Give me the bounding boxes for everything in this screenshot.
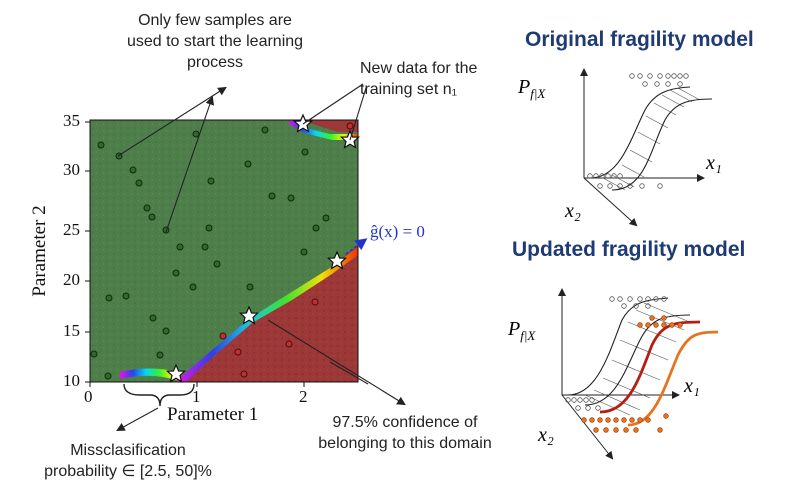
updated-model-title: Updated fragility model bbox=[512, 238, 746, 261]
updated-y-label: Pf|X bbox=[508, 318, 535, 344]
note-line: training set n₁ bbox=[360, 81, 458, 98]
y-label-sub: f|X bbox=[520, 328, 536, 343]
sample-point bbox=[268, 192, 276, 200]
annotation-arrows bbox=[116, 83, 406, 432]
sample-point bbox=[172, 269, 180, 277]
sample-point bbox=[240, 370, 248, 378]
few-samples-note: Only few samples are used to start the l… bbox=[100, 10, 330, 73]
original-y-label: Pf|X bbox=[518, 76, 545, 102]
updated-curve-red bbox=[599, 320, 701, 414]
sample-point bbox=[162, 226, 170, 234]
sample-point bbox=[148, 213, 156, 221]
sample-point bbox=[261, 126, 269, 134]
star-marker bbox=[326, 250, 348, 270]
sample-point bbox=[129, 166, 137, 174]
sample-point bbox=[122, 292, 130, 300]
updated-x2-label: x₂ bbox=[538, 424, 554, 446]
sample-point bbox=[207, 177, 215, 185]
original-fragility-diagram bbox=[580, 68, 713, 227]
sample-point bbox=[162, 327, 170, 335]
classification-plot bbox=[89, 119, 359, 383]
misclassification-note: Missclasification probability ∈ [2.5, 50… bbox=[18, 440, 238, 482]
y-tick-label: 25 bbox=[63, 220, 80, 239]
sample-point bbox=[234, 348, 242, 356]
sample-point bbox=[219, 332, 227, 340]
x-axis-label: Parameter 1 bbox=[167, 404, 259, 425]
boundary-label: ĝ(x) = 0 bbox=[370, 222, 425, 241]
y-tick-label: 35 bbox=[63, 111, 80, 130]
x-tick-label: 0 bbox=[84, 387, 93, 406]
original-x2-label: x₂ bbox=[565, 200, 581, 222]
y-tick-label: 20 bbox=[63, 270, 80, 289]
note-line: belonging to this domain bbox=[318, 435, 492, 452]
sample-point bbox=[311, 298, 319, 306]
sample-point bbox=[322, 214, 330, 222]
sample-point bbox=[346, 122, 354, 130]
sample-point bbox=[189, 283, 197, 291]
sample-point bbox=[301, 148, 309, 156]
sample-point bbox=[176, 243, 184, 251]
note-line: used to start the learning bbox=[126, 33, 304, 50]
note-line: process bbox=[186, 54, 244, 71]
failure-region-top bbox=[300, 120, 358, 132]
sample-point bbox=[201, 243, 209, 251]
updated-fragility-diagram bbox=[558, 288, 719, 460]
x-tick-label: 2 bbox=[299, 387, 308, 406]
sample-point bbox=[300, 248, 308, 256]
plot-ticks bbox=[85, 121, 305, 387]
y-tick-label: 30 bbox=[63, 160, 80, 179]
sample-point bbox=[104, 372, 112, 380]
sample-point bbox=[213, 260, 221, 268]
sample-point bbox=[192, 130, 200, 138]
sample-point bbox=[105, 294, 113, 302]
y-tick-label: 10 bbox=[63, 371, 80, 390]
y-tick-label: 15 bbox=[63, 321, 80, 340]
sample-point bbox=[156, 351, 164, 359]
uncertainty-band-top bbox=[288, 120, 358, 140]
sample-point bbox=[246, 283, 254, 291]
updated-curve-orange bbox=[627, 330, 719, 427]
sample-point bbox=[312, 224, 320, 232]
confidence-note: 97.5% confidence of belonging to this do… bbox=[290, 412, 520, 454]
sample-point bbox=[287, 194, 295, 202]
boundary-arrow bbox=[345, 238, 368, 255]
safe-samples bbox=[90, 126, 330, 380]
star-marker bbox=[238, 305, 260, 325]
star-marker bbox=[165, 363, 187, 383]
new-data-note: New data for the training set n₁ bbox=[360, 58, 510, 100]
x-tick-label: 1 bbox=[192, 387, 201, 406]
original-x1-label: x₁ bbox=[706, 152, 722, 174]
y-label-sub: f|X bbox=[530, 86, 546, 101]
note-line: Only few samples are bbox=[138, 12, 292, 29]
star-marker bbox=[292, 113, 314, 133]
y-label-main: P bbox=[518, 76, 531, 98]
sample-point bbox=[149, 314, 157, 322]
sample-point bbox=[143, 204, 151, 212]
failure-samples bbox=[219, 122, 354, 378]
sample-point bbox=[205, 224, 213, 232]
y-axis-label: Parameter 2 bbox=[29, 205, 50, 297]
plot-frame bbox=[89, 119, 359, 383]
uncertainty-band-boundary bbox=[176, 247, 358, 382]
sample-point bbox=[90, 350, 98, 358]
sample-point bbox=[285, 340, 293, 348]
range-brace bbox=[123, 383, 195, 407]
sample-point bbox=[97, 141, 105, 149]
note-line: 97.5% confidence of bbox=[332, 414, 478, 431]
note-line: probability ∈ [2.5, 50]% bbox=[44, 463, 212, 480]
sample-point bbox=[135, 179, 143, 187]
note-line: Missclasification bbox=[70, 442, 186, 459]
y-label-main: P bbox=[508, 318, 521, 340]
updated-x1-label: x₁ bbox=[684, 375, 700, 397]
original-model-title: Original fragility model bbox=[525, 28, 754, 51]
note-line: New data for the bbox=[360, 60, 478, 77]
sample-point bbox=[244, 160, 252, 168]
